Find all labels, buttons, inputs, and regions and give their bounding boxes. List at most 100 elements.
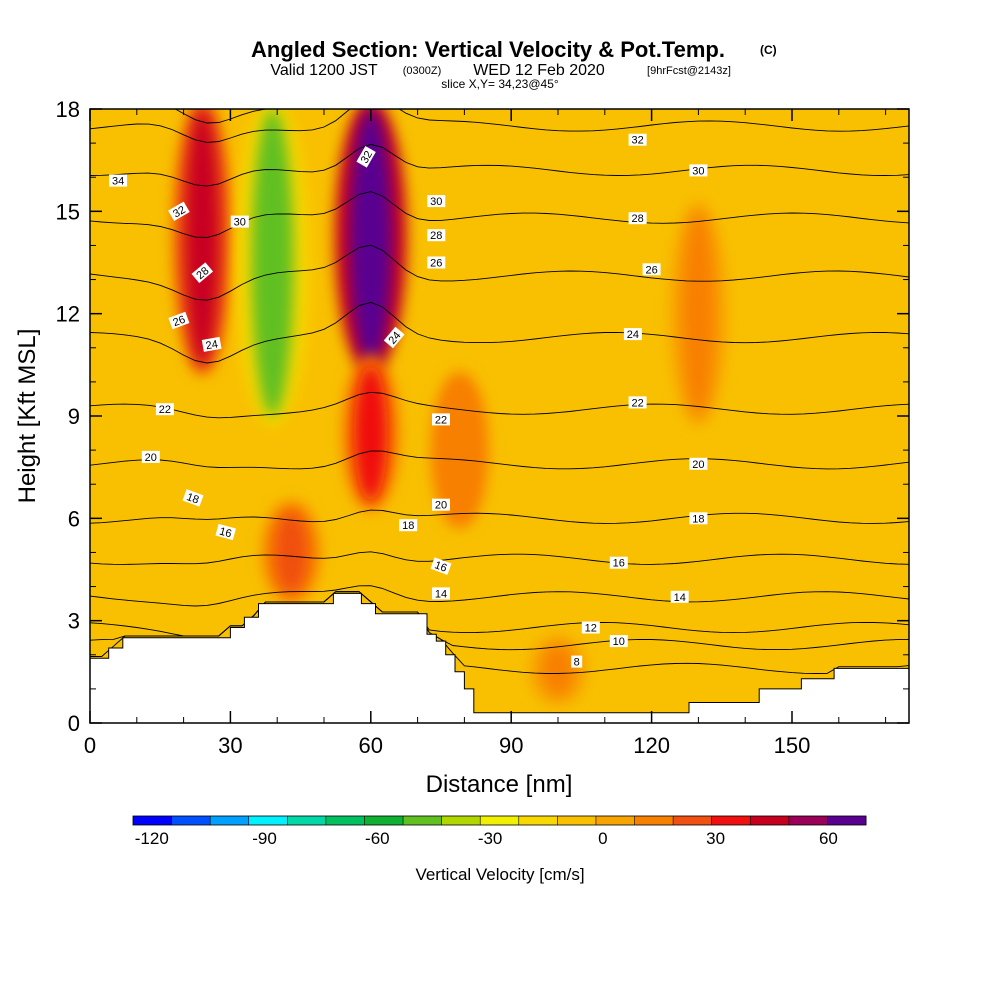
contour-label-text: 28 [631,213,643,225]
theta-contour-line [90,244,909,301]
contour-label-box [642,263,661,276]
colorbar-segment [171,816,211,825]
contour-label-box [383,326,405,349]
contour-label-box [399,519,418,532]
colorbar-segment [364,816,404,825]
y-tick-label: 6 [68,506,80,531]
contour-label-text: 20 [145,452,157,464]
contour-label-box [168,201,190,221]
contour-label-box [689,457,708,470]
y-axis: 0 3 6 9 12 15 18 [56,97,909,736]
contour-label: 28 [427,229,446,242]
contour-label-box [670,590,689,603]
colorbar-segment [634,816,674,825]
valid-prefix: Valid 1200 JST [270,62,378,79]
colorbar-segment [133,816,173,825]
colorbar-segment [325,816,365,825]
contour-label-text: 14 [674,592,686,604]
contour-label-box [628,212,647,225]
theta-contour-line [90,591,909,637]
contour-label-box [427,229,446,242]
contour-label: 28 [628,212,647,225]
velocity-feature-core [349,109,392,365]
valid-date: WED 12 Feb 2020 [473,62,605,79]
valid-utc: (0300Z) [403,65,442,77]
contour-label-box [609,556,628,569]
velocity-feature-core [442,381,477,519]
contour-label: 18 [182,489,204,507]
contour-label-text: 24 [205,338,219,352]
contour-label-box [628,133,647,146]
contour-label: 20 [432,498,450,512]
velocity-feature-core [541,644,575,696]
colorbar-segment [248,816,288,825]
contour-label: 26 [642,263,661,276]
theta-contour-line [90,301,909,364]
contour-label-text: 16 [613,558,625,570]
y-tick-label: 18 [56,97,80,122]
contour-label: 18 [399,519,418,532]
contour-label-text: 18 [402,520,414,532]
contour-label-text: 32 [359,149,376,166]
colorbar-segment [287,816,327,825]
contour-label: 34 [109,174,128,188]
y-tick-label: 9 [68,404,80,429]
contour-label-text: 30 [692,165,704,177]
velocity-feature-core [274,511,309,594]
colorbar-segment [441,816,481,825]
velocity-feature-core [681,211,716,416]
y-tick-label: 0 [68,711,80,736]
theta-contours [90,109,909,674]
colorbar-label: -120 [135,829,169,848]
velocity-feature-core [354,364,388,502]
contour-label-text: 26 [430,258,442,270]
theta-contour-line [90,509,909,524]
contour-label: 14 [432,587,450,600]
contour-label: 22 [432,413,450,426]
contour-label: 12 [581,621,600,635]
contour-label: 22 [155,403,174,416]
contour-label-text: 22 [631,397,643,409]
chart-title: Angled Section: Vertical Velocity & Pot.… [251,37,725,62]
contour-label-box [182,489,204,507]
contour-label-text: 8 [574,657,580,669]
contour-label-text: 22 [435,414,447,426]
contour-label-box [609,635,628,648]
contour-label: 30 [689,164,708,177]
contour-label-box [427,256,446,269]
colorbar-segment [518,816,558,825]
contour-label: 14 [670,590,689,604]
contour-label-box [689,164,708,177]
contour-label-text: 20 [692,459,704,471]
contour-label: 16 [215,523,236,540]
x-tick-label: 60 [359,733,383,758]
contour-label-box [571,655,583,668]
contour-label-text: 12 [585,623,597,635]
colorbar-segment [403,816,443,825]
contour-label-box [168,311,190,330]
theta-contour-line [174,109,270,124]
theta-contour-line [90,450,909,470]
y-tick-label: 15 [56,199,80,224]
colorbar-segment [210,816,250,825]
theta-contour-line [90,585,909,607]
colorbar-label: -60 [365,829,390,848]
colorbar-segment [480,816,520,825]
contour-label-text: 28 [430,230,442,242]
velocity-feature-core [251,109,294,416]
x-tick-label: 0 [84,733,96,758]
y-tick-label: 3 [68,609,80,634]
colorbar-label: -90 [252,829,277,848]
contour-label-text: 24 [627,329,639,341]
contour-label-text: 10 [613,636,625,648]
x-axis-label: Distance [nm] [426,771,573,798]
contour-label-text: 14 [435,588,447,600]
contour-label: 26 [427,256,446,270]
colorbar-label: 60 [819,829,838,848]
contour-label-box [155,403,174,416]
theta-contour-line [90,551,909,565]
contour-label-box [141,450,160,463]
contour-label-box [191,262,214,284]
terrain-mask [90,592,909,723]
